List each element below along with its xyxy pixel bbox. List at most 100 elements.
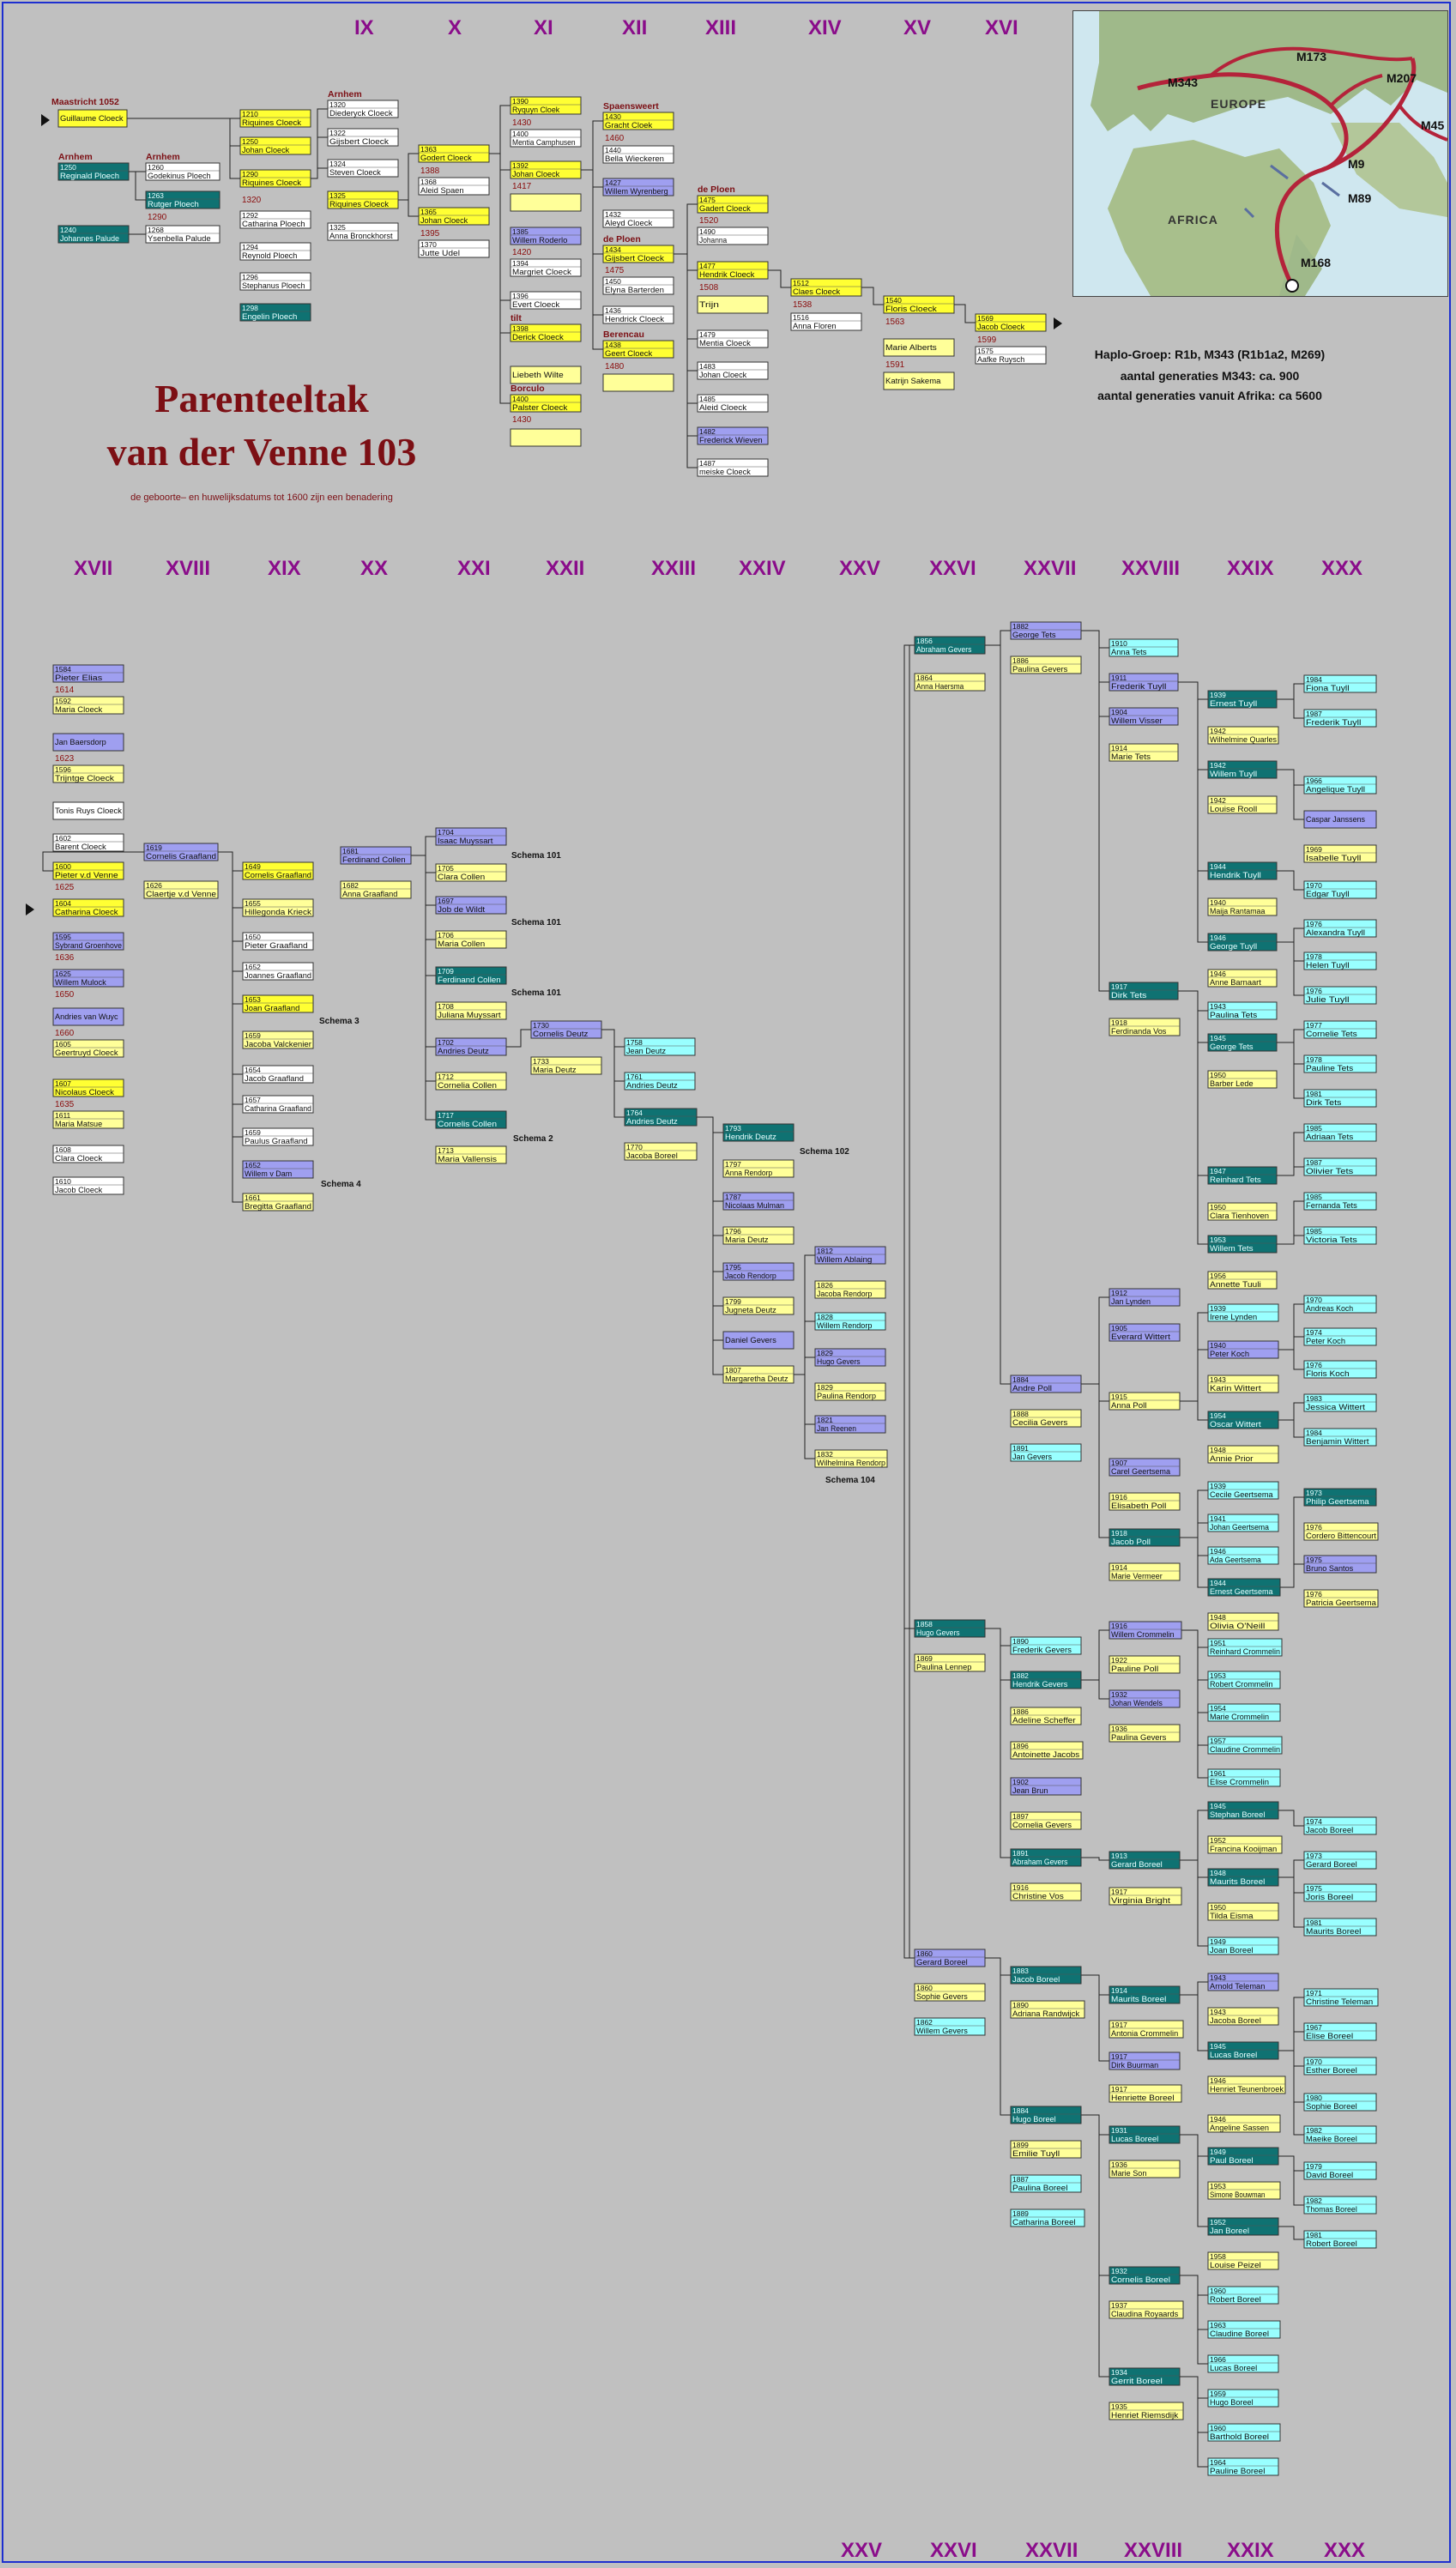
schema-label[interactable]: Schema 101	[511, 918, 561, 928]
year-note[interactable]: 1460	[605, 134, 625, 143]
person-box[interactable]: Guillaume Cloeck	[57, 109, 128, 128]
person-box[interactable]: Tonis Ruys Cloeck	[52, 801, 124, 820]
schema-label[interactable]: Schema 101	[511, 988, 561, 998]
person-box[interactable]: Andries van Wuyc	[52, 1007, 124, 1026]
person-box[interactable]	[602, 373, 674, 392]
year-note[interactable]: 1417	[512, 182, 532, 191]
schema-label[interactable]: Schema 104	[825, 1476, 875, 1485]
year-note[interactable]: 1599	[977, 335, 997, 345]
person-box[interactable]	[510, 193, 582, 212]
year-note[interactable]: 1623	[55, 754, 75, 764]
schema-label[interactable]: Schema 4	[321, 1180, 361, 1189]
year-note[interactable]: 1563	[885, 317, 905, 327]
person-box[interactable]	[510, 428, 582, 447]
year-note[interactable]: 1290	[148, 213, 167, 222]
year-note[interactable]: 1660	[55, 1029, 75, 1038]
